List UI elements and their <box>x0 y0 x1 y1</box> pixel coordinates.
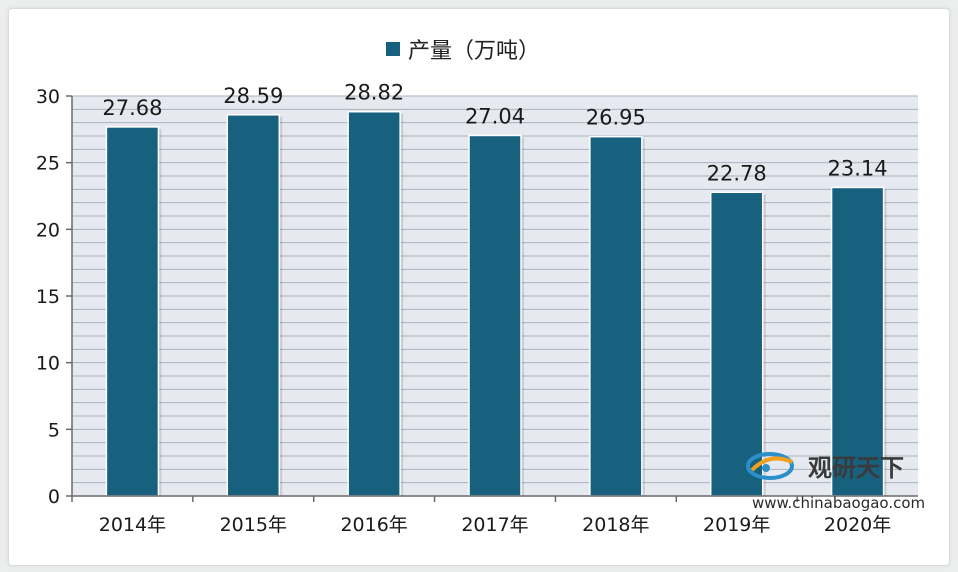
data-label: 27.04 <box>465 104 525 128</box>
data-label: 28.59 <box>223 84 283 108</box>
bar <box>589 135 643 497</box>
data-label: 26.95 <box>586 106 646 130</box>
x-category-label: 2017年 <box>461 514 528 536</box>
x-category-label: 2020年 <box>824 514 891 536</box>
bar <box>226 114 281 497</box>
watermark-url: www.chinabaogao.com <box>752 494 925 512</box>
data-label: 28.82 <box>344 81 404 105</box>
data-labels: 27.68 28.59 28.82 27.04 26.95 22.78 23.14 <box>102 81 887 186</box>
data-label: 22.78 <box>707 161 767 185</box>
y-tick-label: 5 <box>48 419 60 441</box>
x-category-label: 2015年 <box>220 514 287 536</box>
y-tick-label: 10 <box>36 353 60 375</box>
bar <box>105 126 160 497</box>
bar <box>709 191 764 497</box>
data-label: 27.68 <box>102 96 162 120</box>
x-category-label: 2014年 <box>99 514 166 536</box>
y-tick-labels: 0 5 10 15 20 25 30 <box>36 86 72 508</box>
bar <box>347 110 401 497</box>
x-category-labels: 2014年 2015年 2016年 2017年 2018年 2019年 2020年 <box>71 496 891 536</box>
x-category-label: 2018年 <box>582 514 649 536</box>
legend: 产量（万吨） <box>386 39 540 64</box>
x-category-label: 2019年 <box>703 514 770 536</box>
y-tick-label: 0 <box>48 486 60 508</box>
bar <box>830 186 885 497</box>
y-tick-label: 25 <box>36 153 60 175</box>
legend-label: 产量（万吨） <box>408 39 540 64</box>
y-tick-label: 15 <box>36 286 60 308</box>
bars <box>105 110 887 497</box>
bar <box>468 134 522 497</box>
x-category-label: 2016年 <box>340 514 407 536</box>
watermark: 观研天下 www.chinabaogao.com <box>746 452 925 512</box>
legend-swatch <box>386 42 400 56</box>
y-tick-label: 30 <box>36 86 60 108</box>
y-tick-label: 20 <box>36 219 60 241</box>
data-label: 23.14 <box>828 156 888 180</box>
watermark-logo-icon <box>746 452 794 480</box>
watermark-name: 观研天下 <box>808 454 904 482</box>
